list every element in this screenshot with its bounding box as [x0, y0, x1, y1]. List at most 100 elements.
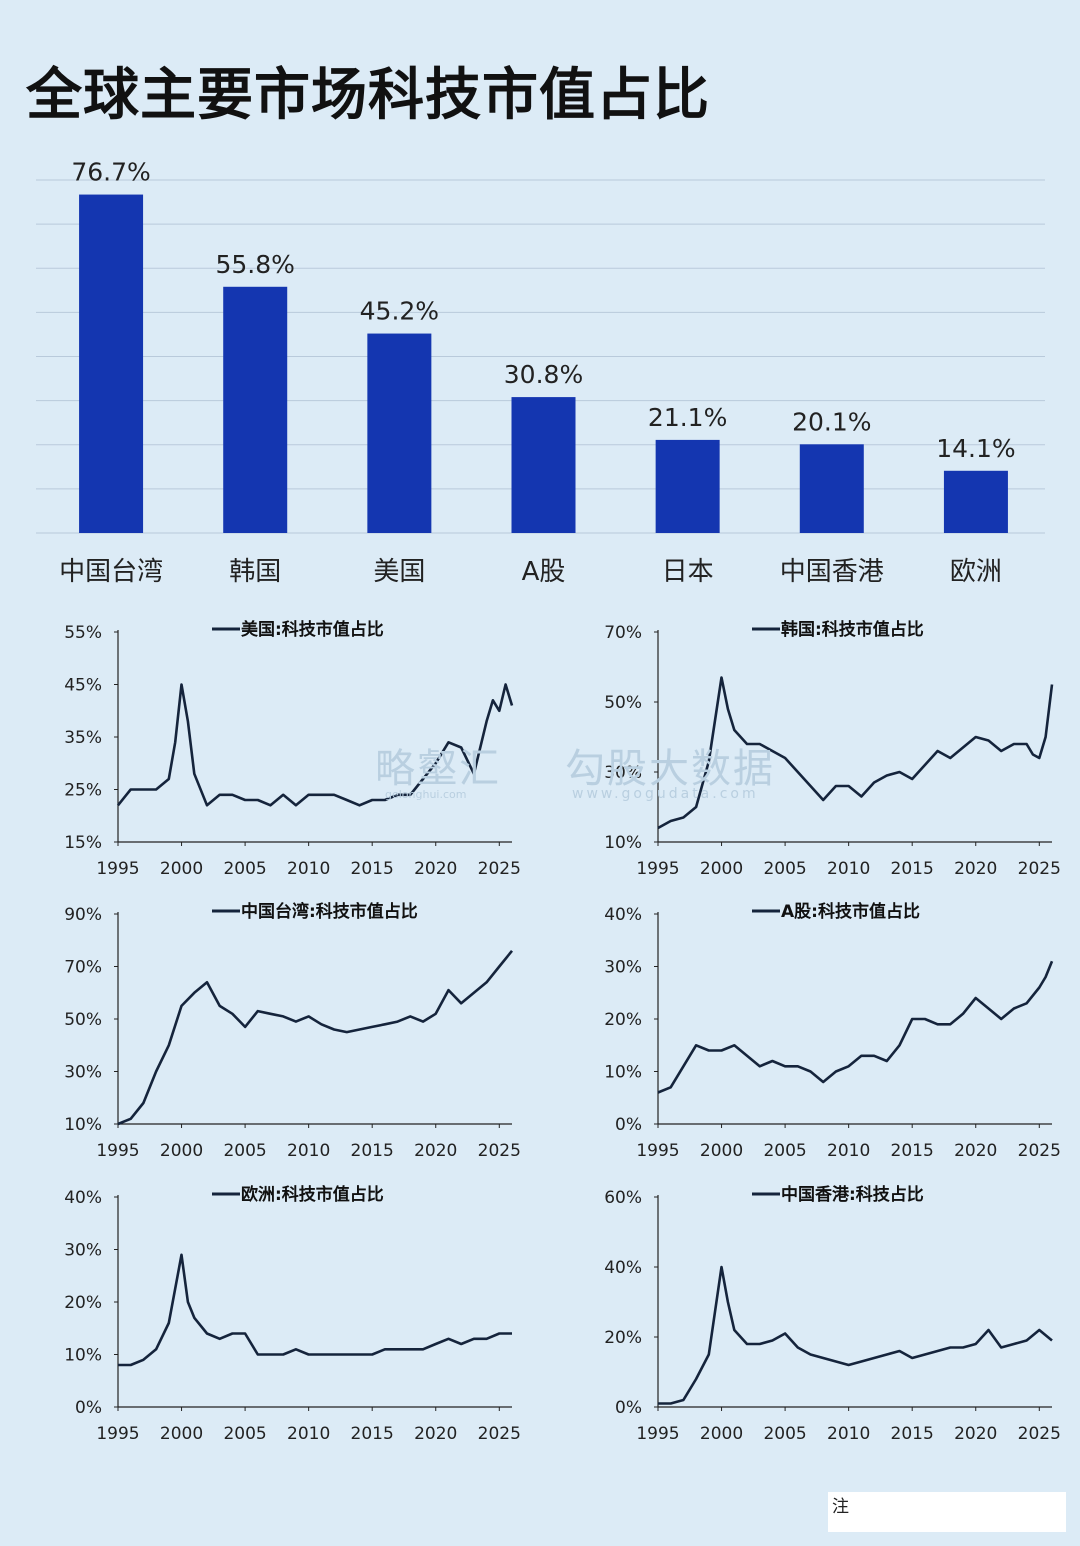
x-tick-label: 2005: [763, 1141, 806, 1161]
series-line: [117, 949, 514, 1126]
x-tick-label: 1995: [636, 1141, 679, 1161]
x-tick-label: 2010: [827, 1141, 870, 1161]
category-label: 中国台湾: [59, 557, 163, 587]
x-tick-label: 2025: [478, 859, 521, 879]
line-chart-korea: 10% 30% 50% 70% 1995 2000 2005 2010 2015 2020 2025…: [604, 619, 1061, 879]
y-tick-label: 40%: [64, 1188, 102, 1208]
category-label: 日本: [662, 557, 714, 587]
x-tick-label: 2015: [351, 859, 394, 879]
line-chart-hongkong: 0% 20% 40% 60% 1995 2000 2005 2010 2015 2020 2025 中…: [604, 1184, 1061, 1444]
y-tick-label: 0%: [75, 1398, 102, 1418]
x-tick-label: 2000: [700, 1141, 743, 1161]
y-tick-label: 15%: [64, 833, 102, 853]
bar: [223, 286, 288, 533]
bar: [79, 194, 144, 533]
x-tick-label: 2000: [160, 1424, 203, 1444]
y-tick-label: 35%: [64, 728, 102, 748]
series-line: [116, 683, 514, 807]
bar-chart: 76.7% 中国台湾 55.8% 韩国 45.2% 美国 30.8% A股 21.1% 日本 20.…: [36, 158, 1045, 587]
x-tick-label: 1995: [96, 1424, 139, 1444]
x-tick-label: 2025: [1018, 1424, 1061, 1444]
y-tick-label: 60%: [604, 1188, 642, 1208]
y-tick-label: 30%: [604, 763, 642, 783]
y-tick-label: 10%: [64, 1346, 102, 1366]
bar: [367, 333, 432, 533]
y-tick-label: 70%: [64, 958, 102, 978]
legend-label: 中国台湾:科技市值占比: [241, 901, 418, 922]
footnote-cover: [828, 1492, 1066, 1532]
x-tick-label: 2015: [351, 1141, 394, 1161]
x-tick-label: 2010: [287, 1141, 330, 1161]
watermark-left: 略壑汇: [375, 746, 501, 792]
y-tick-label: 20%: [604, 1010, 642, 1030]
watermark-right: 勾股大数据: [565, 746, 775, 792]
bar-value-label: 45.2%: [360, 297, 439, 326]
x-tick-label: 2005: [223, 1141, 266, 1161]
y-tick-label: 30%: [64, 1063, 102, 1083]
x-tick-label: 2015: [891, 1141, 934, 1161]
category-label: 欧洲: [950, 557, 1002, 587]
x-tick-label: 2020: [954, 1424, 997, 1444]
watermark-right-url: www.gogudata.com: [572, 786, 759, 802]
y-tick-label: 10%: [604, 833, 642, 853]
bar-value-label: 30.8%: [504, 360, 583, 389]
x-tick-label: 2025: [478, 1424, 521, 1444]
x-tick-label: 2010: [287, 859, 330, 879]
y-tick-label: 40%: [604, 1258, 642, 1278]
x-tick-label: 2020: [414, 859, 457, 879]
y-tick-label: 20%: [64, 1293, 102, 1313]
line-chart-taiwan: 10% 30% 50% 70% 90% 1995 2000 2005 2010 2015 2020 2…: [64, 901, 521, 1161]
x-tick-label: 2000: [160, 859, 203, 879]
x-tick-label: 1995: [636, 1424, 679, 1444]
y-tick-label: 45%: [64, 676, 102, 696]
x-tick-label: 2025: [1018, 1141, 1061, 1161]
x-tick-label: 2000: [700, 1424, 743, 1444]
y-tick-label: 0%: [615, 1115, 642, 1135]
bar-value-label: 21.1%: [648, 403, 727, 432]
y-tick-label: 0%: [615, 1398, 642, 1418]
series-line: [118, 1253, 512, 1367]
series-line: [658, 1265, 1053, 1405]
bar-value-label: 76.7%: [71, 158, 150, 187]
x-tick-label: 2020: [414, 1424, 457, 1444]
x-tick-label: 2020: [414, 1141, 457, 1161]
x-tick-label: 2015: [891, 859, 934, 879]
y-tick-label: 10%: [64, 1115, 102, 1135]
x-tick-label: 2000: [700, 859, 743, 879]
legend-label: 欧洲:科技市值占比: [241, 1184, 384, 1205]
category-label: 韩国: [229, 557, 281, 587]
footnote: 注: [832, 1497, 849, 1517]
y-tick-label: 50%: [604, 693, 642, 713]
legend-label: 韩国:科技市值占比: [781, 619, 924, 640]
bar-value-label: 55.8%: [216, 250, 295, 279]
x-tick-label: 2005: [223, 859, 266, 879]
x-tick-label: 2025: [478, 1141, 521, 1161]
legend-label: A股:科技市值占比: [781, 901, 920, 922]
x-tick-label: 2020: [954, 1141, 997, 1161]
x-tick-label: 1995: [636, 859, 679, 879]
bar-value-label: 20.1%: [792, 407, 871, 436]
category-label: 中国香港: [780, 557, 884, 587]
x-tick-label: 2020: [954, 859, 997, 879]
y-tick-label: 10%: [604, 1063, 642, 1083]
y-tick-label: 90%: [64, 905, 102, 925]
category-label: 美国: [373, 557, 425, 587]
y-tick-label: 25%: [64, 781, 102, 801]
legend-label: 中国香港:科技占比: [781, 1184, 924, 1205]
y-tick-label: 40%: [604, 905, 642, 925]
bar: [799, 444, 864, 533]
bar-value-label: 14.1%: [936, 434, 1015, 463]
x-tick-label: 2025: [1018, 859, 1061, 879]
y-tick-label: 55%: [64, 623, 102, 643]
y-tick-label: 20%: [604, 1328, 642, 1348]
line-chart-us: 15% 25% 35% 45% 55% 1995 2000 2005 2010 2015 2020 2…: [64, 619, 521, 879]
x-tick-label: 2010: [827, 1424, 870, 1444]
y-tick-label: 50%: [64, 1010, 102, 1030]
x-tick-label: 1995: [96, 1141, 139, 1161]
bar: [655, 439, 720, 533]
page-title: 全球主要市场科技市值占比: [26, 63, 710, 128]
x-tick-label: 2015: [351, 1424, 394, 1444]
x-tick-label: 2005: [763, 1424, 806, 1444]
y-tick-label: 30%: [604, 958, 642, 978]
line-chart-a-shares: 0% 10% 20% 30% 40% 1995 2000 2005 2010 2015 2020 20…: [604, 901, 1061, 1161]
